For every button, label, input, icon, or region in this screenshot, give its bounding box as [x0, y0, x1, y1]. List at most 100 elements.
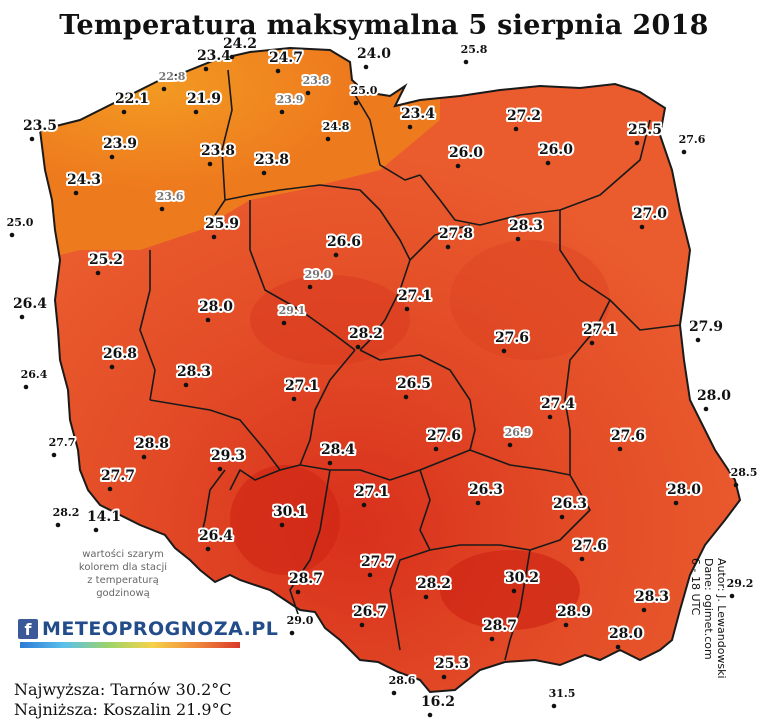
station-value: 28.2 [417, 576, 451, 592]
station-value: 23.8 [303, 74, 330, 87]
station-value: 23.8 [201, 143, 235, 159]
station-value: 26.4 [199, 528, 233, 544]
station-value: 25.5 [628, 122, 662, 138]
station-dot [9, 232, 15, 238]
note-line: z temperaturą [87, 575, 159, 586]
station-value: 25.3 [435, 656, 469, 672]
station-value: 16.2 [421, 694, 455, 710]
station-12: 24.8 [321, 118, 352, 142]
station-19: 23.8 [199, 141, 237, 167]
station-value: 14.1 [87, 509, 121, 525]
station-31: 25.2 [87, 250, 125, 276]
station-value: 28.3 [509, 218, 543, 234]
meteoprognoza-logo[interactable]: f METEOPROGNOZA.PL [18, 617, 278, 641]
station-dot [211, 234, 217, 240]
station-value: 26.4 [13, 296, 47, 312]
hot-spot-mazovia [450, 240, 610, 360]
station-52: 28.8 [133, 434, 171, 460]
station-value: 28.0 [697, 388, 731, 404]
station-value: 26.7 [353, 604, 387, 620]
station-25: 25.0 [5, 214, 36, 238]
station-value: 30.2 [505, 570, 539, 586]
station-21: 26.0 [447, 143, 485, 169]
station-value: 27.7 [101, 468, 135, 484]
logo-text[interactable]: METEOPROGNOZA.PL [42, 618, 279, 640]
station-value: 26.3 [469, 482, 503, 498]
lowest-temperature: Najniższa: Koszalin 21.9°C [14, 700, 232, 719]
station-dot [559, 514, 565, 520]
station-dot [455, 163, 461, 169]
station-dot [423, 594, 429, 600]
station-dot [279, 522, 285, 528]
station-value: 25.0 [7, 216, 34, 229]
facebook-icon[interactable]: f [18, 619, 38, 639]
station-value: 26.5 [397, 376, 431, 392]
station-dot [639, 224, 645, 230]
station-dot [203, 66, 209, 72]
station-dot [363, 64, 369, 70]
station-value: 25.8 [461, 43, 488, 56]
station-70: 29.2 [725, 575, 755, 599]
station-dot [445, 244, 451, 250]
station-74: 26.7 [351, 602, 389, 628]
station-dot [511, 588, 517, 594]
station-dot [695, 337, 701, 343]
station-55: 28.5 [729, 464, 759, 488]
station-72: 28.9 [555, 602, 593, 628]
station-dot [359, 622, 365, 628]
station-value: 27.9 [689, 319, 723, 335]
station-value: 26.3 [553, 496, 587, 512]
station-60: 28.2 [51, 504, 81, 528]
voivodeship-borders [139, 69, 681, 661]
station-47: 27.4 [539, 394, 577, 420]
station-dot [545, 160, 551, 166]
station-dot [475, 500, 481, 506]
station-80: 16.2 [419, 692, 457, 718]
station-value: 24.0 [357, 46, 391, 62]
station-7: 23.8 [301, 72, 332, 96]
station-dot [589, 340, 595, 346]
station-value: 23.9 [103, 136, 137, 152]
station-15: 25.5 [626, 120, 664, 146]
station-value: 27.0 [633, 206, 667, 222]
station-dot [681, 149, 687, 155]
station-value: 24.7 [269, 50, 303, 66]
station-dot [207, 161, 213, 167]
station-68: 28.2 [415, 574, 453, 600]
station-dot [107, 486, 113, 492]
station-dot [615, 644, 621, 650]
station-dot [441, 674, 447, 680]
station-value: 28.2 [349, 326, 383, 342]
station-29: 27.8 [437, 224, 475, 250]
station-value: 27.2 [507, 108, 541, 124]
station-dot [513, 126, 519, 132]
station-17: 27.6 [677, 131, 708, 155]
station-41: 26.8 [101, 344, 139, 370]
station-value: 27.1 [583, 322, 617, 338]
station-65: 27.7 [359, 552, 397, 578]
note-line: godzinową [96, 588, 150, 599]
time-range-credit: 6 - 18 UTC [689, 558, 702, 616]
station-dot [205, 317, 211, 323]
station-4: 24.0 [355, 44, 393, 70]
station-69: 30.2 [503, 568, 541, 594]
station-value: 24.3 [67, 172, 101, 188]
station-dot [391, 690, 397, 696]
station-value: 28.7 [289, 571, 323, 587]
station-20: 23.8 [253, 150, 291, 176]
station-value: 25.0 [351, 84, 378, 97]
station-dot [407, 124, 413, 130]
station-dot [427, 712, 433, 718]
station-dot [109, 154, 115, 160]
station-dot [217, 466, 223, 472]
station-24: 23.6 [155, 188, 186, 212]
station-71: 28.3 [633, 587, 671, 613]
station-value: 28.0 [609, 626, 643, 642]
station-dot [404, 306, 410, 312]
station-dot [733, 482, 739, 488]
station-5: 25.8 [459, 41, 490, 65]
station-28: 26.6 [325, 232, 363, 258]
station-50: 26.9 [503, 424, 533, 448]
station-value: 28.8 [135, 436, 169, 452]
station-45: 27.1 [283, 376, 321, 402]
